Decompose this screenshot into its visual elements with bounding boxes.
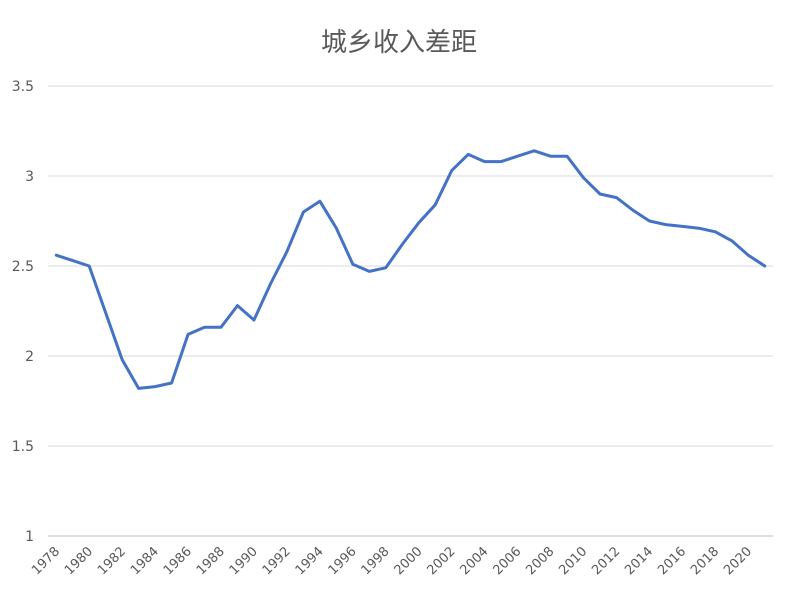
data-point: [253, 319, 255, 321]
data-point: [401, 243, 403, 245]
data-point: [286, 250, 288, 252]
data-point: [648, 220, 650, 222]
data-point: [368, 270, 370, 272]
gridlines: [48, 85, 773, 537]
y-tick-label: 3: [25, 169, 34, 185]
chart-title: 城乡收入差距: [320, 28, 477, 58]
data-point: [714, 231, 716, 233]
data-point: [467, 153, 469, 155]
x-tick-label: 1984: [128, 544, 162, 578]
x-tick-label: 1988: [194, 544, 228, 578]
x-tick-label: 2012: [589, 544, 623, 578]
x-tick-label: 2020: [721, 544, 755, 578]
data-point: [434, 204, 436, 206]
data-point: [566, 155, 568, 157]
data-point: [236, 304, 238, 306]
x-tick-label: 1986: [161, 544, 195, 578]
x-tick-label: 2010: [556, 544, 590, 578]
data-point: [121, 358, 123, 360]
y-tick-label: 1: [25, 529, 34, 545]
x-tick-label: 2014: [622, 544, 656, 578]
data-point: [55, 254, 57, 256]
data-point: [319, 200, 321, 202]
x-tick-label: 1978: [29, 544, 63, 578]
data-point: [632, 209, 634, 211]
data-point: [154, 385, 156, 387]
x-axis: 1978198019821984198619881990199219941996…: [29, 544, 755, 578]
x-tick-label: 2018: [688, 544, 722, 578]
data-point: [681, 225, 683, 227]
x-tick-label: 2004: [457, 544, 491, 578]
x-tick-label: 1990: [227, 544, 261, 578]
data-point: [516, 155, 518, 157]
data-point: [352, 263, 354, 265]
x-tick-label: 1992: [260, 544, 294, 578]
data-point: [549, 155, 551, 157]
data-point: [450, 169, 452, 171]
data-point: [203, 326, 205, 328]
y-tick-label: 3.5: [12, 79, 34, 95]
data-point: [500, 160, 502, 162]
x-tick-label: 1996: [326, 544, 360, 578]
data-point: [418, 222, 420, 224]
data-point: [187, 333, 189, 335]
data-point: [170, 382, 172, 384]
x-tick-label: 2016: [655, 544, 689, 578]
data-point: [599, 193, 601, 195]
data-point: [72, 259, 74, 261]
data-point: [615, 196, 617, 198]
data-point: [88, 265, 90, 267]
data-point: [335, 227, 337, 229]
data-point: [747, 254, 749, 256]
data-point: [137, 387, 139, 389]
y-tick-label: 2.5: [12, 259, 34, 275]
data-point: [731, 240, 733, 242]
y-tick-label: 2: [25, 349, 34, 365]
data-point: [698, 227, 700, 229]
x-tick-label: 1982: [95, 544, 129, 578]
data-point: [220, 326, 222, 328]
x-tick-label: 2006: [490, 544, 524, 578]
y-axis: 1 1.5 2 2.5 3 3.5: [12, 79, 34, 545]
y-tick-label: 1.5: [12, 439, 34, 455]
series-layer: [54, 149, 767, 390]
data-point: [764, 265, 766, 267]
x-tick-label: 1998: [359, 544, 393, 578]
data-point: [269, 283, 271, 285]
data-point: [104, 312, 106, 314]
x-tick-label: 2000: [392, 544, 426, 578]
data-point: [665, 223, 667, 225]
data-point: [533, 150, 535, 152]
data-point: [483, 160, 485, 162]
x-tick-label: 1994: [293, 544, 327, 578]
data-point: [302, 211, 304, 213]
x-tick-label: 2002: [425, 544, 459, 578]
series-line: [54, 149, 767, 390]
x-tick-label: 2008: [523, 544, 557, 578]
x-tick-label: 1980: [62, 544, 96, 578]
data-point: [582, 177, 584, 179]
data-point: [385, 267, 387, 269]
